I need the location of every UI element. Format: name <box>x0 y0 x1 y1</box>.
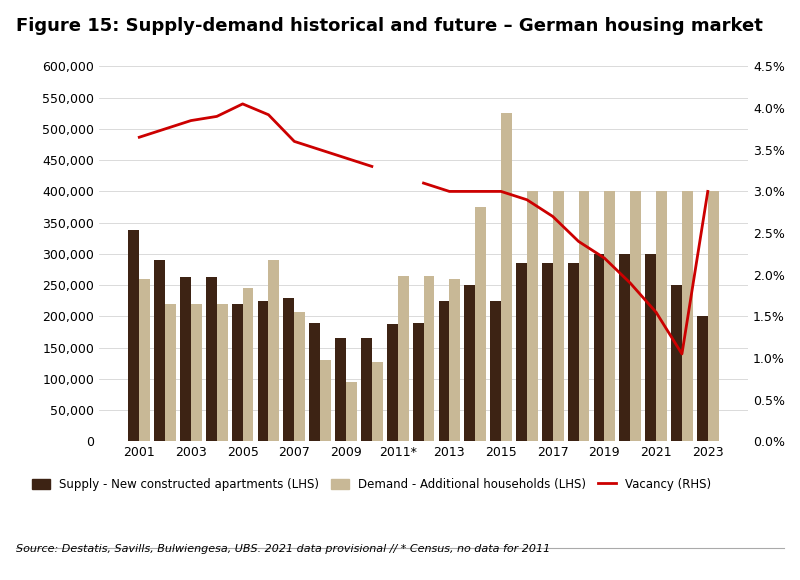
Bar <box>464 285 475 441</box>
Bar <box>335 338 346 441</box>
Bar <box>578 191 590 441</box>
Bar <box>129 230 139 441</box>
Bar <box>423 276 434 441</box>
Bar <box>217 304 228 441</box>
Bar <box>310 322 320 441</box>
Bar <box>283 298 294 441</box>
Bar <box>646 254 656 441</box>
Bar <box>527 191 538 441</box>
Bar <box>269 260 279 441</box>
Bar <box>206 277 217 441</box>
Bar <box>450 279 460 441</box>
Bar <box>671 285 682 441</box>
Bar <box>438 301 450 441</box>
Bar <box>542 263 553 441</box>
Bar <box>568 263 578 441</box>
Bar <box>619 254 630 441</box>
Text: Figure 15: Supply-demand historical and future – German housing market: Figure 15: Supply-demand historical and … <box>16 17 763 35</box>
Bar <box>320 360 331 441</box>
Bar <box>372 362 382 441</box>
Bar <box>139 279 150 441</box>
Bar <box>630 191 641 441</box>
Bar <box>413 322 423 441</box>
Bar <box>346 382 357 441</box>
Legend: Supply - New constructed apartments (LHS), Demand - Additional households (LHS),: Supply - New constructed apartments (LHS… <box>27 473 716 495</box>
Bar <box>682 191 693 441</box>
Bar <box>154 260 165 441</box>
Bar <box>165 304 176 441</box>
Text: Source: Destatis, Savills, Bulwiengesa, UBS. 2021 data provisional // * Census, : Source: Destatis, Savills, Bulwiengesa, … <box>16 544 550 554</box>
Bar <box>475 207 486 441</box>
Bar <box>697 317 708 441</box>
Bar <box>232 304 242 441</box>
Bar <box>180 277 191 441</box>
Bar <box>294 312 305 441</box>
Bar <box>501 113 512 441</box>
Bar <box>191 304 202 441</box>
Bar <box>387 324 398 441</box>
Bar <box>398 276 409 441</box>
Bar <box>594 254 605 441</box>
Bar <box>553 191 563 441</box>
Bar <box>258 301 269 441</box>
Bar <box>361 338 372 441</box>
Bar <box>708 191 718 441</box>
Bar <box>656 191 667 441</box>
Bar <box>490 301 501 441</box>
Bar <box>242 288 254 441</box>
Bar <box>516 263 527 441</box>
Bar <box>605 191 615 441</box>
